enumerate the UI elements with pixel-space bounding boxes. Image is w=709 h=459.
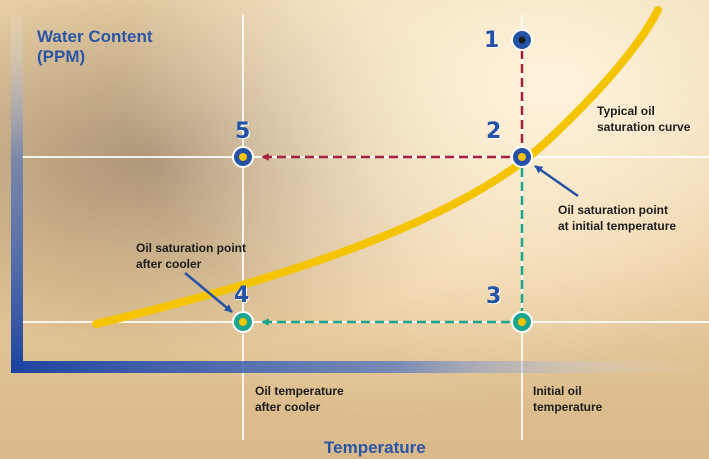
y-axis-title-line1: Water Content xyxy=(37,27,153,46)
saturation-initial-line2: at initial temperature xyxy=(558,219,677,233)
point-marker-3 xyxy=(511,311,533,333)
point-label-2: 2 xyxy=(486,119,502,144)
saturation-initial-line1: Oil saturation point xyxy=(558,203,668,217)
curve-label-line1: Typical oil xyxy=(597,104,655,118)
temperature-initial-label: Initial oil temperature xyxy=(533,383,602,415)
saturation-initial-label: Oil saturation point at initial temperat… xyxy=(558,202,676,234)
point-label-1: 1 xyxy=(484,28,500,53)
pointer-arrow-initial xyxy=(534,164,579,198)
point-marker-1 xyxy=(511,29,533,51)
y-axis-title-line2: (PPM) xyxy=(37,47,86,66)
point-label-5: 5 xyxy=(235,119,251,144)
saturation-cooler-line2: after cooler xyxy=(136,257,202,271)
curve-label-line2: saturation curve xyxy=(597,120,691,134)
point-marker-2 xyxy=(511,146,533,168)
temperature-cooler-line2: after cooler xyxy=(255,400,321,414)
curve-label: Typical oil saturation curve xyxy=(597,103,690,135)
temperature-initial-line2: temperature xyxy=(533,400,603,414)
pointer-arrow-cooler xyxy=(184,272,233,313)
x-axis-title: Temperature xyxy=(324,438,426,457)
temperature-cooler-line1: Oil temperature xyxy=(255,384,344,398)
temperature-cooler-label: Oil temperature after cooler xyxy=(255,383,344,415)
saturation-cooler-label: Oil saturation point after cooler xyxy=(136,240,246,272)
saturation-curve xyxy=(92,6,662,328)
point-marker-5 xyxy=(232,146,254,168)
point-label-3: 3 xyxy=(486,284,502,309)
y-axis-bar xyxy=(11,15,23,372)
point-marker-4 xyxy=(232,311,254,333)
saturation-cooler-line1: Oil saturation point xyxy=(136,241,246,255)
temperature-initial-line1: Initial oil xyxy=(533,384,582,398)
x-axis-bar xyxy=(11,361,709,373)
point-label-4: 4 xyxy=(234,283,250,308)
y-axis-title: Water Content (PPM) xyxy=(37,27,153,67)
